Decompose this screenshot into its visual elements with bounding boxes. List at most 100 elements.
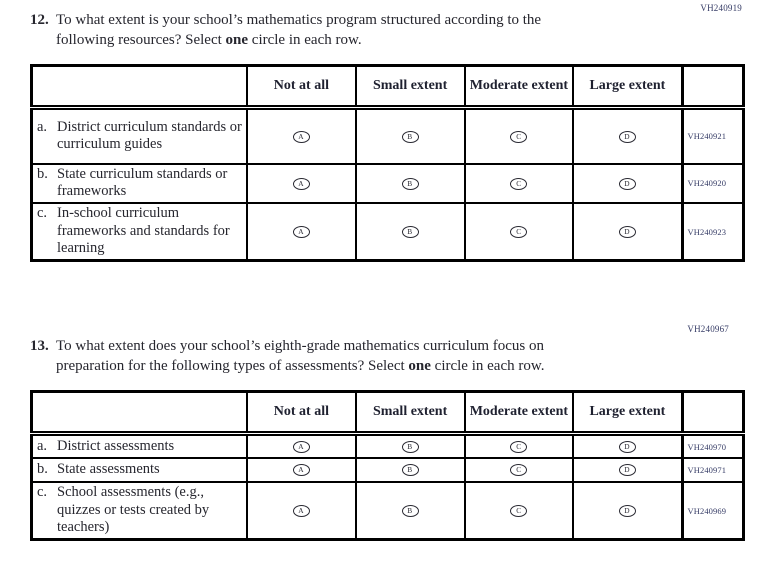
option-cell: A <box>246 432 356 458</box>
option-cell: A <box>246 480 356 540</box>
option-circle-large-extent[interactable]: D <box>618 440 636 453</box>
row-label: District curriculum standards or curricu… <box>57 118 242 153</box>
row-label: School assessments (e.g., quizzes or tes… <box>57 484 210 536</box>
row-label: In-school curriculum frameworks and stan… <box>57 205 230 257</box>
option-circle-moderate-extent[interactable]: C <box>510 504 528 517</box>
option-cell: C <box>463 480 574 540</box>
table-row: b. State assessments A B C D VH240971 <box>31 456 744 482</box>
header-small-extent: Small extent <box>354 391 465 437</box>
option-circle-small-extent[interactable]: B <box>401 440 419 453</box>
table-row: c. School assessments (e.g., quizzes or t… <box>31 480 744 540</box>
option-circle-large-extent[interactable]: D <box>618 225 636 238</box>
option-cell: B <box>354 202 465 261</box>
row-letter: a. <box>37 437 48 454</box>
option-cell: D <box>572 456 682 482</box>
row-label: District assessments <box>57 437 175 454</box>
option-circle-small-extent[interactable]: B <box>401 464 419 477</box>
option-cell: D <box>572 480 682 540</box>
row-label-cell: b. State assessments <box>31 456 247 482</box>
option-cell: C <box>463 162 574 204</box>
question-13-table: Not at all Small extent Moderate extent … <box>30 390 745 542</box>
option-cell: A <box>246 202 356 261</box>
option-circle-moderate-extent[interactable]: C <box>510 440 528 453</box>
header-code-cell <box>680 391 744 437</box>
option-circle-moderate-extent[interactable]: C <box>510 130 528 143</box>
option-circle-large-extent[interactable]: D <box>618 464 636 477</box>
option-circle-moderate-extent[interactable]: C <box>510 464 528 477</box>
option-circle-not-at-all[interactable]: A <box>292 504 310 517</box>
question-12-line1: To what extent is your school’s mathemat… <box>56 12 542 28</box>
question-13-section: VH240967 13. To what extent does your sc… <box>30 324 745 542</box>
option-cell: C <box>463 432 574 458</box>
option-circle-not-at-all[interactable]: A <box>292 225 310 238</box>
question-13-number: 13. <box>30 338 49 355</box>
item-code: VH240921 <box>680 106 744 164</box>
row-label: State assessments <box>57 460 160 477</box>
option-cell: B <box>354 106 465 164</box>
option-cell: B <box>354 162 465 204</box>
option-circle-not-at-all[interactable]: A <box>292 464 310 477</box>
option-cell: A <box>246 456 356 482</box>
option-circle-moderate-extent[interactable]: C <box>510 225 528 238</box>
row-label: State curriculum standards or frameworks <box>57 165 228 200</box>
header-code-cell <box>680 65 744 111</box>
option-cell: A <box>246 162 356 204</box>
question-12-line2: following resources? Select one circle i… <box>56 32 362 49</box>
option-circle-small-extent[interactable]: B <box>401 504 419 517</box>
row-label-cell: c. School assessments (e.g., quizzes or t… <box>31 480 247 540</box>
header-empty-cell <box>31 65 247 111</box>
item-code: VH240923 <box>680 202 744 261</box>
header-small-extent: Small extent <box>354 65 465 111</box>
option-cell: D <box>572 202 682 261</box>
row-letter: a. <box>37 118 48 135</box>
row-label-cell: a. District curriculum standards or curri… <box>31 106 247 164</box>
option-cell: A <box>246 106 356 164</box>
option-circle-small-extent[interactable]: B <box>401 225 419 238</box>
option-circle-not-at-all[interactable]: A <box>292 130 310 143</box>
question-13-line2: preparation for the following types of a… <box>56 358 545 375</box>
option-cell: C <box>463 456 574 482</box>
question-13-text: To what extent does your school’s eighth… <box>56 336 544 376</box>
option-circle-small-extent[interactable]: B <box>401 130 419 143</box>
table-row: c. In-school curriculum frameworks and st… <box>31 202 744 261</box>
header-large-extent: Large extent <box>572 65 682 111</box>
option-cell: D <box>572 432 682 458</box>
option-circle-large-extent[interactable]: D <box>618 177 636 190</box>
option-cell: C <box>463 202 574 261</box>
item-code: VH240920 <box>680 162 744 204</box>
option-circle-large-extent[interactable]: D <box>618 130 636 143</box>
item-code: VH240971 <box>680 456 744 482</box>
option-circle-not-at-all[interactable]: A <box>292 177 310 190</box>
question-12-prompt: 12. To what extent is your school’s math… <box>30 10 745 50</box>
question-13-prompt: 13. To what extent does your school’s ei… <box>30 324 745 376</box>
header-large-extent: Large extent <box>572 391 682 437</box>
option-cell: D <box>572 162 682 204</box>
table-header-row: Not at all Small extent Moderate extent … <box>31 391 744 437</box>
table-row: b. State curriculum standards or framewor… <box>31 162 744 204</box>
question-12-text: To what extent is your school’s mathemat… <box>56 10 541 50</box>
item-code: VH240970 <box>680 432 744 458</box>
table-row: a. District curriculum standards or curri… <box>31 106 744 164</box>
question-13-code: VH240967 <box>687 324 729 335</box>
question-12-code: VH240919 <box>700 3 742 13</box>
table-header-row: Not at all Small extent Moderate extent … <box>31 65 744 111</box>
row-label-cell: a. District assessments <box>31 432 247 458</box>
option-cell: C <box>463 106 574 164</box>
question-13-line1: To what extent does your school’s eighth… <box>56 338 544 355</box>
option-circle-not-at-all[interactable]: A <box>292 440 310 453</box>
option-circle-large-extent[interactable]: D <box>618 504 636 517</box>
option-cell: B <box>354 432 465 458</box>
option-circle-small-extent[interactable]: B <box>401 177 419 190</box>
row-letter: c. <box>37 484 48 501</box>
row-letter: c. <box>37 205 48 222</box>
header-empty-cell <box>31 391 247 437</box>
header-not-at-all: Not at all <box>246 65 356 111</box>
question-12-table: Not at all Small extent Moderate extent … <box>30 64 745 263</box>
option-cell: B <box>354 456 465 482</box>
item-code: VH240969 <box>680 480 744 540</box>
option-cell: D <box>572 106 682 164</box>
option-circle-moderate-extent[interactable]: C <box>510 177 528 190</box>
table-row: a. District assessments A B C D VH240970 <box>31 432 744 458</box>
row-label-cell: b. State curriculum standards or framewor… <box>31 162 247 204</box>
